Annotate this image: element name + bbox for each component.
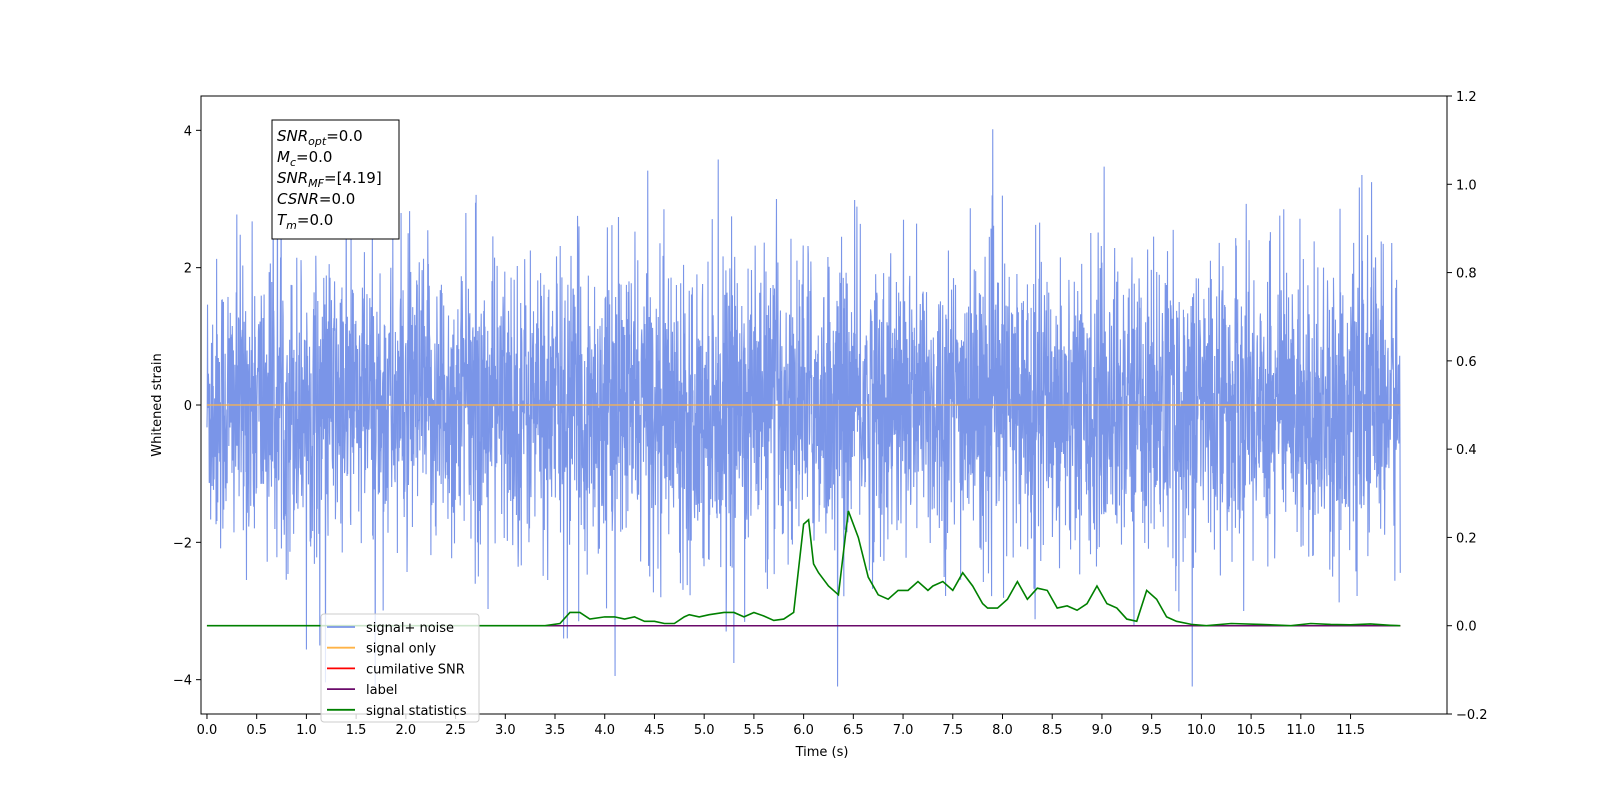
x-tick-label: 11.5 bbox=[1336, 723, 1365, 738]
info-line: SNRMF=[4.19] bbox=[277, 169, 382, 190]
y-tick-label-right: 1.0 bbox=[1456, 178, 1477, 193]
x-tick-label: 0.5 bbox=[246, 723, 267, 738]
legend-label: label bbox=[366, 683, 397, 698]
x-tick-label: 7.5 bbox=[942, 723, 963, 738]
x-tick-label: 6.5 bbox=[843, 723, 864, 738]
y-tick-label-right: 0.8 bbox=[1456, 267, 1477, 282]
x-tick-label: 11.0 bbox=[1286, 723, 1315, 738]
y-tick-label-left: 2 bbox=[184, 262, 192, 277]
x-tick-label: 9.0 bbox=[1092, 723, 1113, 738]
x-tick-label: 0.0 bbox=[197, 723, 218, 738]
x-tick-label: 6.0 bbox=[793, 723, 814, 738]
info-line: CSNR=0.0 bbox=[277, 190, 355, 208]
x-tick-label: 1.5 bbox=[346, 723, 367, 738]
x-tick-label: 10.0 bbox=[1187, 723, 1216, 738]
y-tick-label-left: −2 bbox=[173, 536, 192, 551]
info-line: SNRopt=0.0 bbox=[277, 127, 363, 148]
series-signal-noise bbox=[206, 129, 1401, 687]
x-tick-label: 10.5 bbox=[1237, 723, 1266, 738]
x-tick-label: 8.0 bbox=[992, 723, 1013, 738]
y-tick-label-right: 0.2 bbox=[1456, 531, 1477, 546]
info-line: Mc=0.0 bbox=[277, 148, 332, 169]
x-tick-label: 3.0 bbox=[495, 723, 516, 738]
legend-label: signal+ noise bbox=[366, 621, 454, 636]
y-axis-label: Whitened strain bbox=[150, 353, 165, 456]
x-tick-label: 4.0 bbox=[594, 723, 615, 738]
x-tick-label: 2.5 bbox=[445, 723, 466, 738]
y-tick-label-right: 1.2 bbox=[1456, 90, 1477, 105]
x-tick-label: 7.0 bbox=[893, 723, 914, 738]
series-signal-statistics bbox=[206, 510, 1401, 627]
y-tick-label-left: −4 bbox=[173, 674, 192, 689]
y-tick-label-right: 0.6 bbox=[1456, 355, 1477, 370]
legend-label: signal only bbox=[366, 642, 436, 657]
y-tick-label-left: 4 bbox=[184, 124, 192, 139]
x-tick-label: 3.5 bbox=[545, 723, 566, 738]
x-tick-label: 5.5 bbox=[744, 723, 765, 738]
x-tick-label: 1.0 bbox=[296, 723, 317, 738]
x-tick-label: 9.5 bbox=[1141, 723, 1162, 738]
legend-label: signal statistics bbox=[366, 704, 467, 719]
x-axis-label: Time (s) bbox=[795, 745, 849, 760]
y-tick-label-left: 0 bbox=[184, 399, 192, 414]
info-line: Tm=0.0 bbox=[277, 211, 333, 232]
y-tick-label-right: 0.4 bbox=[1456, 443, 1477, 458]
x-tick-label: 8.5 bbox=[1042, 723, 1063, 738]
y-tick-label-right: 0.0 bbox=[1456, 620, 1477, 635]
legend-label: cumilative SNR bbox=[366, 662, 465, 677]
y-tick-label-right: −0.2 bbox=[1456, 708, 1488, 723]
x-tick-label: 2.0 bbox=[396, 723, 417, 738]
x-tick-label: 5.0 bbox=[694, 723, 715, 738]
x-tick-label: 4.5 bbox=[644, 723, 665, 738]
legend: signal+ noise signal only cumilative SNR la… bbox=[320, 613, 480, 723]
